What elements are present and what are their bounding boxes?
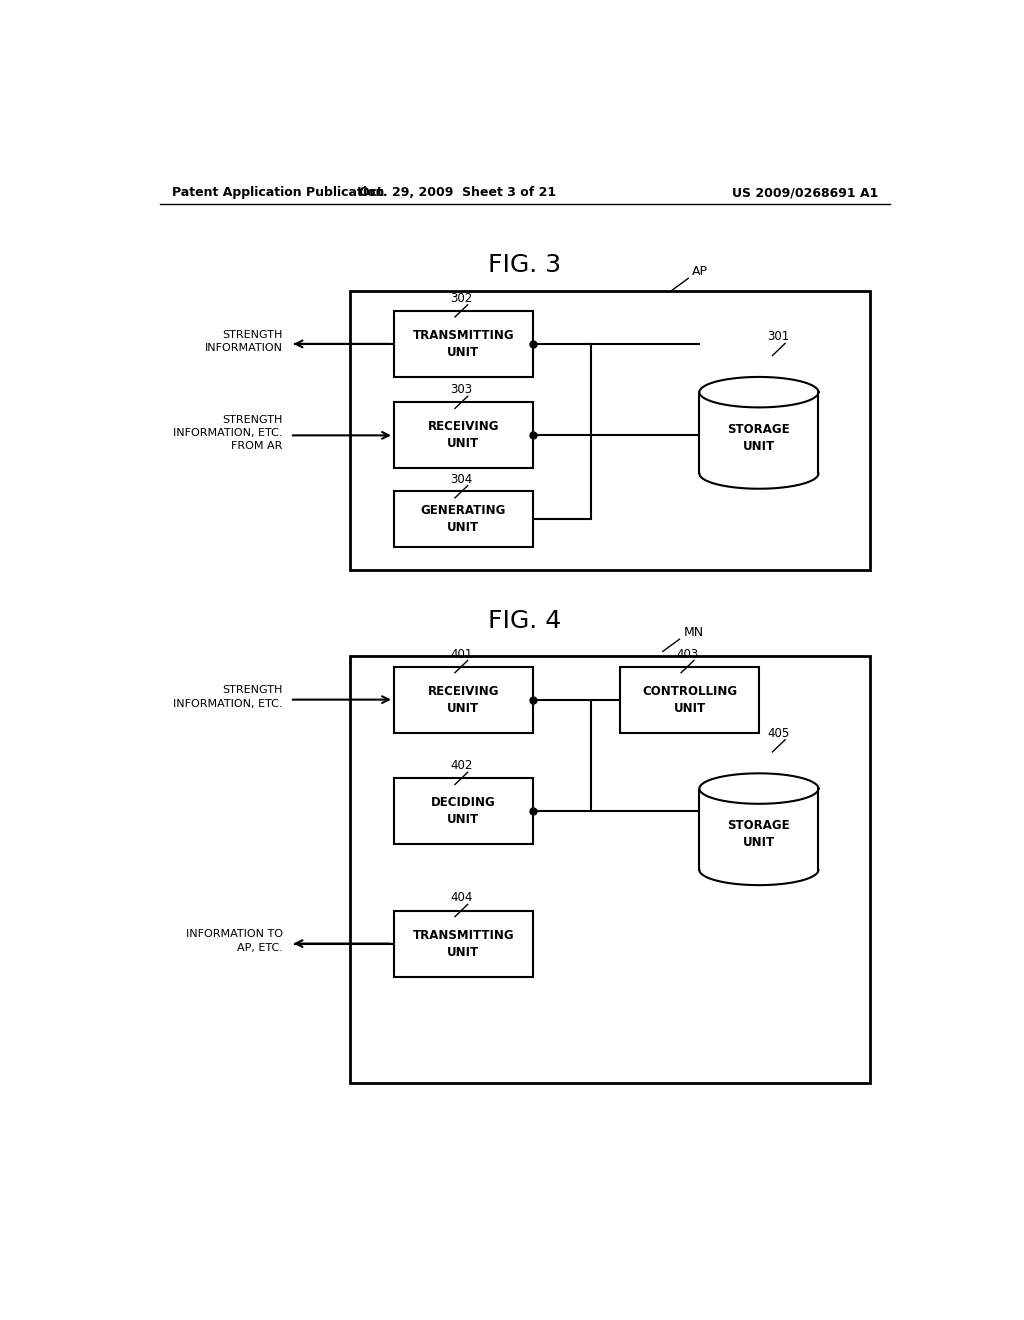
Text: MN: MN [684, 626, 703, 639]
Bar [350, 290, 870, 570]
Text: FIG. 4: FIG. 4 [488, 609, 561, 632]
Text: DECIDING
UNIT: DECIDING UNIT [431, 796, 496, 826]
Text: AP: AP [691, 265, 708, 279]
Text: 404: 404 [451, 891, 472, 904]
Text: STRENGTH
INFORMATION, ETC.: STRENGTH INFORMATION, ETC. [173, 685, 283, 709]
Text: CONTROLLING
UNIT: CONTROLLING UNIT [642, 685, 737, 714]
Text: TRANSMITTING
UNIT: TRANSMITTING UNIT [413, 928, 514, 958]
Text: RECEIVING
UNIT: RECEIVING UNIT [428, 685, 499, 714]
Text: Oct. 29, 2009  Sheet 3 of 21: Oct. 29, 2009 Sheet 3 of 21 [358, 186, 556, 199]
Bar [394, 667, 532, 733]
Text: TRANSMITTING
UNIT: TRANSMITTING UNIT [413, 329, 514, 359]
Bar [620, 667, 759, 733]
Text: 401: 401 [451, 648, 472, 660]
Text: 302: 302 [451, 292, 472, 305]
Text: Patent Application Publication: Patent Application Publication [172, 186, 384, 199]
Bar [394, 312, 532, 378]
Bar [394, 911, 532, 977]
Text: FIG. 3: FIG. 3 [488, 253, 561, 277]
Polygon shape [699, 774, 818, 804]
Text: GENERATING
UNIT: GENERATING UNIT [421, 504, 506, 533]
Text: 301: 301 [768, 330, 790, 343]
Polygon shape [699, 378, 818, 408]
Bar [394, 779, 532, 845]
Text: STRENGTH
INFORMATION: STRENGTH INFORMATION [205, 330, 283, 352]
Text: INFORMATION TO
AP, ETC.: INFORMATION TO AP, ETC. [185, 929, 283, 953]
Text: 303: 303 [451, 383, 472, 396]
Text: 304: 304 [451, 473, 472, 486]
Bar [350, 656, 870, 1084]
Text: STORAGE
UNIT: STORAGE UNIT [728, 422, 791, 453]
Text: US 2009/0268691 A1: US 2009/0268691 A1 [731, 186, 878, 199]
Text: 402: 402 [451, 759, 472, 772]
Bar [394, 491, 532, 546]
Bar [394, 403, 532, 469]
Text: RECEIVING
UNIT: RECEIVING UNIT [428, 420, 499, 450]
Text: 405: 405 [768, 727, 790, 739]
Text: STRENGTH
INFORMATION, ETC.
FROM AR: STRENGTH INFORMATION, ETC. FROM AR [173, 414, 283, 451]
Text: 403: 403 [677, 648, 698, 660]
Text: STORAGE
UNIT: STORAGE UNIT [728, 820, 791, 849]
